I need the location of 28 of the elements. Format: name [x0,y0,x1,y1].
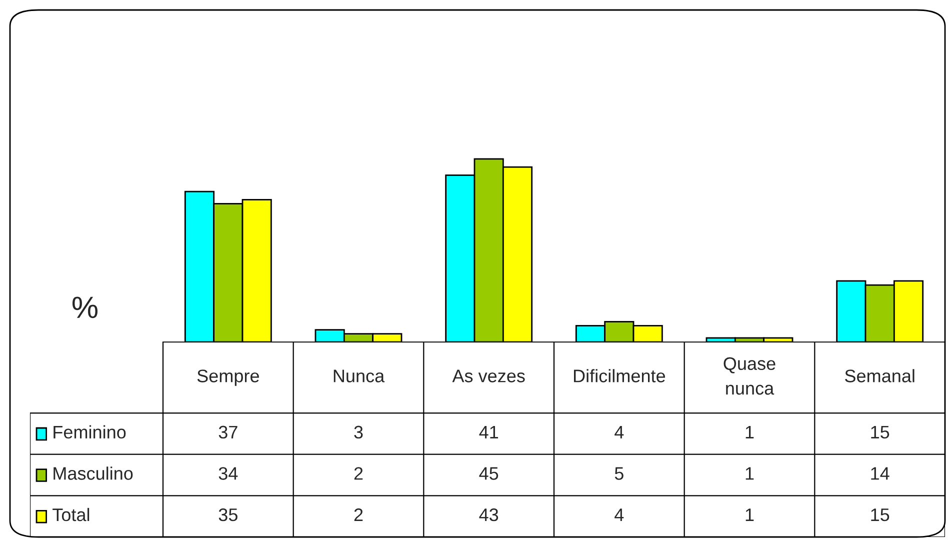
data-label: 1 [746,426,754,438]
data-label: 15 [871,426,890,439]
data-label: 2 [354,467,363,480]
data-label: 41 [479,426,498,438]
data-label: 5 [614,467,624,480]
x-tick-label: As vezes [452,370,525,382]
y-axis-title: % [72,296,98,318]
legend-label: Masculino [54,466,133,480]
data-label: 2 [354,508,363,522]
x-tick-label: Dificilmente [574,369,666,382]
data-label: 35 [218,508,238,522]
legend-label: Total [52,508,90,522]
x-tick-label: Sempre [197,370,259,386]
data-label: 34 [218,467,238,480]
x-tick-label: Semanal [845,369,914,382]
data-label: 37 [218,426,238,439]
data-label: 45 [479,467,498,480]
data-label: 4 [614,508,624,522]
data-label: 1 [746,508,754,522]
data-label: 3 [354,426,363,439]
x-tick-label: Quase nunca [724,357,776,395]
legend-label: Feminino [54,425,126,439]
data-label: 15 [871,508,890,522]
data-label: 4 [614,426,624,438]
x-tick-label: Nunca [334,370,385,382]
data-label: 14 [871,467,890,480]
data-label: 43 [479,508,498,522]
data-label: 1 [746,467,754,480]
